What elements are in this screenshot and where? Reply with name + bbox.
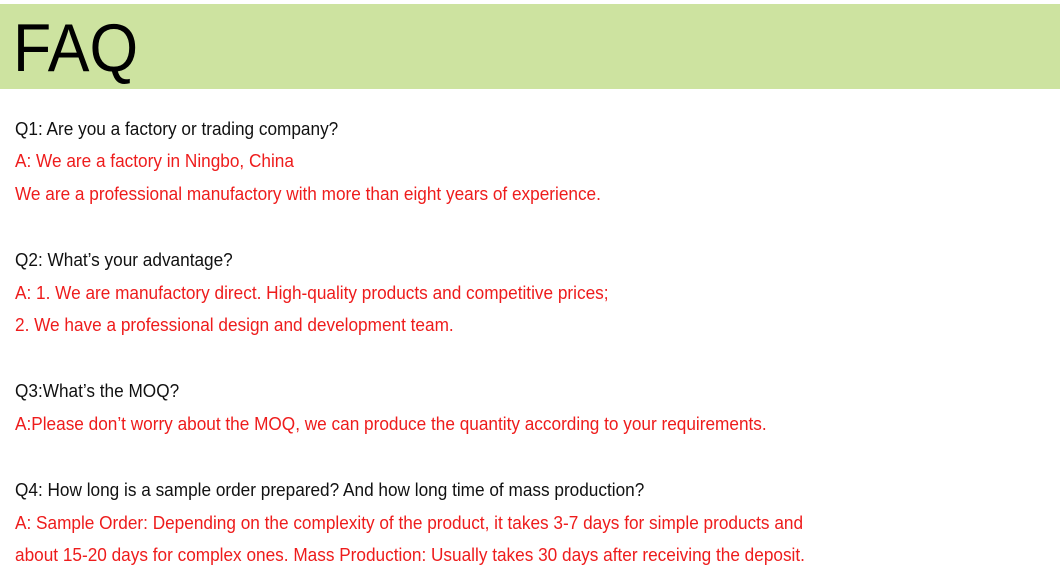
- answer-line: We are a professional manufactory with m…: [15, 182, 601, 204]
- answer-line: A: 1. We are manufactory direct. High-qu…: [15, 281, 609, 303]
- faq-item-1: Q1: Are you a factory or trading company…: [15, 113, 1060, 210]
- answer-line: A: Sample Order: Depending on the comple…: [15, 511, 804, 533]
- faq-item-3: Q3:What’s the MOQ? A:Please don’t worry …: [15, 375, 1060, 440]
- question: Q2: What’s your advantage?: [15, 249, 233, 271]
- faq-item-2: Q2: What’s your advantage? A: 1. We are …: [15, 244, 1060, 341]
- answer-line: A: We are a factory in Ningbo, China: [15, 150, 294, 172]
- question: Q3:What’s the MOQ?: [15, 380, 180, 402]
- answer-line: about 15-20 days for complex ones. Mass …: [15, 543, 805, 565]
- question: Q1: Are you a factory or trading company…: [15, 118, 339, 139]
- answer-line: A:Please don’t worry about the MOQ, we c…: [15, 412, 767, 434]
- faq-list: Q1: Are you a factory or trading company…: [15, 113, 1060, 571]
- page-title: FAQ: [13, 10, 139, 86]
- answer-line: 2. We have a professional design and dev…: [15, 313, 454, 335]
- faq-item-4: Q4: How long is a sample order prepared?…: [15, 474, 1060, 571]
- question: Q4: How long is a sample order prepared?…: [15, 479, 645, 501]
- faq-header-banner: FAQ: [0, 4, 1060, 89]
